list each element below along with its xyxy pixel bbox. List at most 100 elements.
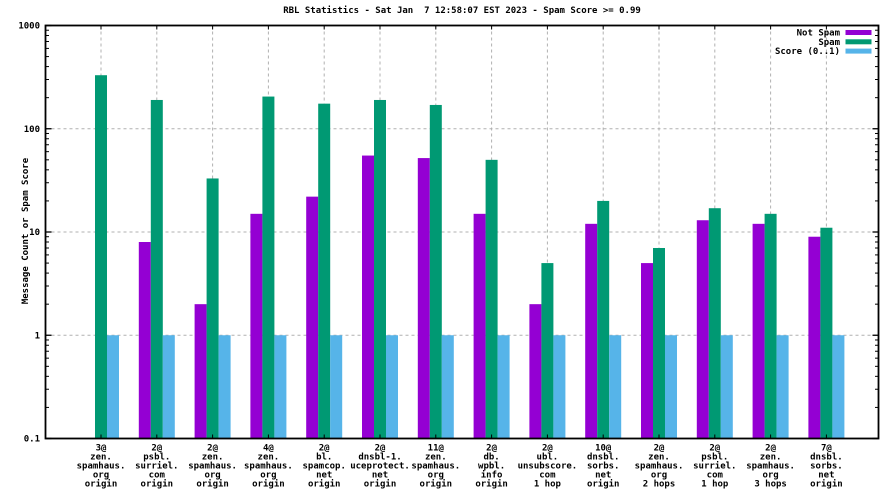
x-category-label: org [651,471,667,481]
bar-score [162,335,175,439]
bar-not-spam [138,242,151,439]
x-category-label: dnsbl. [587,453,620,463]
x-category-label: zen. [90,453,112,463]
x-category-label: zen. [760,453,782,463]
bar-score [386,335,398,439]
bar-score [441,335,454,439]
x-category-label: com [707,471,724,481]
bar-not-spam [641,263,653,439]
bar-not-spam [808,236,821,439]
y-tick-label: 10 [29,228,40,238]
x-category-label: zen. [648,453,670,463]
bar-score [553,335,566,439]
y-tick-label: 0.1 [24,435,40,445]
x-category-label: 2@ [654,444,665,454]
x-category-label: uceprotect. [350,462,410,472]
x-category-label: org [93,471,109,481]
bar-spam [318,103,331,439]
x-category-label: zen. [425,453,447,463]
x-category-label: origin [196,479,229,490]
y-axis-label: Message Count or Spam Score [21,157,31,305]
y-tick-label: 1 [35,331,40,341]
x-category-label: origin [85,479,118,490]
bar-spam [597,200,610,439]
bar-spam [429,104,442,439]
x-category-label: 3 hops [754,480,787,490]
x-category-label: net [595,471,611,481]
bar-not-spam [752,223,765,439]
bar-score [832,335,845,439]
bar-not-spam [417,158,430,439]
x-category-label: 11@ [428,444,445,454]
bar-score [218,335,231,439]
x-category-label: db. [483,453,499,463]
bar-score [107,335,119,439]
x-category-label: org [260,471,276,481]
x-category-label: 2@ [375,444,386,454]
bar-spam [764,213,777,439]
bar-score [609,335,622,439]
x-category-label: com [149,471,166,481]
x-category-label: net [372,471,388,481]
x-category-label: 2@ [709,444,720,454]
bar-spam [708,208,721,439]
x-category-label: zen. [258,453,280,463]
x-category-label: net [818,471,834,481]
legend-item-swatch [845,30,872,35]
bar-spam [374,99,386,439]
chart-title: RBL Statistics - Sat Jan 7 12:58:07 EST … [283,6,641,16]
bar-spam [653,247,665,439]
x-category-label: ubl. [537,453,559,463]
x-category-label: bl. [316,453,332,463]
x-category-label: sorbs. [587,462,620,472]
x-category-label: origin [252,479,285,490]
bar-spam [541,263,554,439]
x-category-label: origin [420,479,453,490]
x-category-label: 2@ [542,444,553,454]
x-category-label: org [204,471,220,481]
bar-score [330,335,343,439]
x-category-label: 1 hop [701,480,729,490]
x-category-label: 1 hop [534,480,562,490]
x-category-label: origin [810,479,843,490]
x-category-label: spamcop. [303,462,346,472]
bar-not-spam [696,220,709,439]
y-tick-label: 1000 [18,22,40,32]
bar-score [776,335,789,439]
x-category-label: 10@ [595,444,612,454]
x-category-label: 4@ [263,444,274,454]
x-category-label: spamhaus. [77,462,126,472]
x-category-label: info [481,470,503,481]
x-category-label: origin [364,479,397,490]
x-category-label: origin [587,479,620,490]
legend-item-swatch [845,39,872,45]
bar-not-spam [585,223,598,439]
bar-not-spam [194,304,207,439]
bar-spam [150,99,163,439]
x-category-label: surriel. [693,461,736,472]
x-category-label: origin [308,479,341,490]
x-category-label: origin [475,479,508,490]
x-category-label: origin [141,479,174,490]
bar-spam [206,178,219,439]
bar-not-spam [473,213,486,439]
x-category-label: zen. [202,453,224,463]
bar-spam [95,75,107,439]
x-category-label: psbl. [701,453,728,463]
x-category-label: spamhaus. [244,462,293,472]
bar-spam [262,96,275,439]
x-category-label: 2@ [319,444,330,454]
y-tick-label: 100 [24,125,40,135]
x-category-label: 7@ [821,444,832,454]
x-category-label: 3@ [96,444,107,454]
x-category-label: com [539,471,556,481]
x-category-label: wpbl. [478,462,505,472]
bar-not-spam [362,155,374,439]
x-category-label: spamhaus. [746,462,795,472]
bar-spam [485,159,498,439]
x-category-label: dnsbl-1. [358,453,401,463]
legend-item-label: Score (0..1) [775,47,840,57]
legend-item-label: Not Spam [797,29,841,39]
